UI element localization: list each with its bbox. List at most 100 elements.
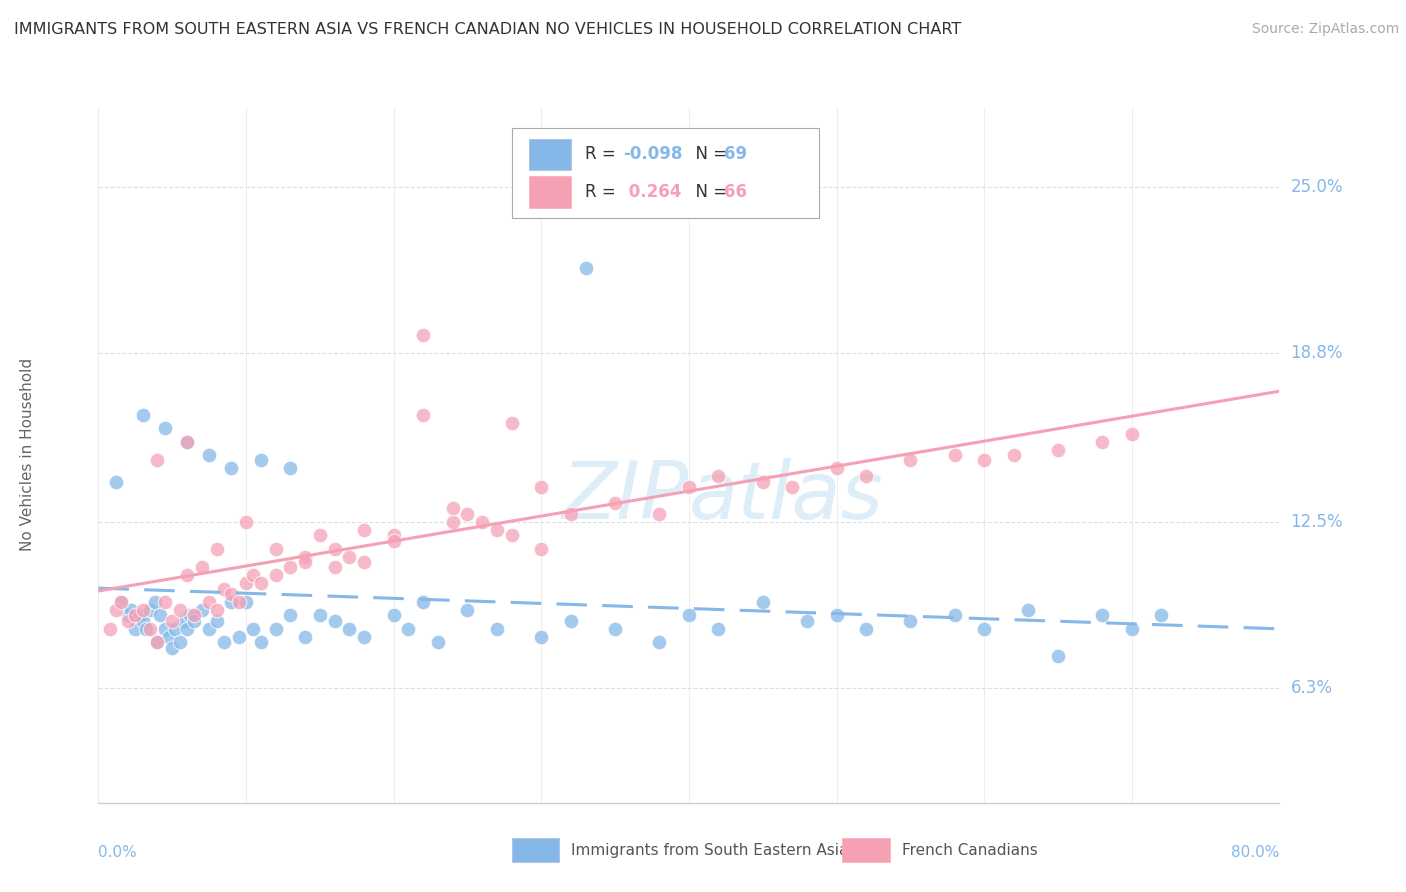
Point	[382, 528, 405, 542]
Point	[250, 453, 273, 467]
Point	[212, 582, 235, 596]
Text: IMMIGRANTS FROM SOUTH EASTERN ASIA VS FRENCH CANADIAN NO VEHICLES IN HOUSEHOLD C: IMMIGRANTS FROM SOUTH EASTERN ASIA VS FR…	[14, 22, 962, 37]
Point	[1150, 608, 1173, 623]
Point	[139, 622, 162, 636]
Point	[825, 608, 848, 623]
Point	[173, 614, 195, 628]
Point	[648, 635, 671, 649]
Point	[605, 622, 627, 636]
Point	[153, 421, 176, 435]
Point	[294, 549, 316, 564]
Point	[117, 614, 139, 628]
Point	[278, 608, 302, 623]
Point	[412, 408, 434, 422]
Point	[309, 528, 332, 542]
Point	[1121, 426, 1143, 441]
Point	[855, 622, 877, 636]
Point	[456, 603, 478, 617]
Point	[146, 635, 169, 649]
Point	[323, 541, 346, 556]
Point	[900, 453, 922, 467]
Point	[456, 507, 478, 521]
Text: 25.0%: 25.0%	[1291, 178, 1343, 196]
Point	[176, 622, 198, 636]
Point	[337, 549, 360, 564]
Point	[135, 622, 157, 636]
Point	[441, 515, 464, 529]
Point	[782, 480, 804, 494]
Point	[294, 555, 316, 569]
Point	[486, 523, 509, 537]
Point	[212, 635, 235, 649]
Point	[337, 622, 360, 636]
Point	[412, 327, 434, 342]
Point	[530, 541, 553, 556]
Point	[353, 630, 375, 644]
Text: R =: R =	[585, 183, 621, 201]
Point	[179, 608, 201, 623]
Text: N =: N =	[685, 183, 733, 201]
Point	[250, 635, 273, 649]
Point	[162, 640, 183, 655]
Text: No Vehicles in Household: No Vehicles in Household	[20, 359, 35, 551]
Point	[278, 560, 302, 574]
Point	[124, 608, 146, 623]
Point	[110, 595, 132, 609]
Point	[1046, 442, 1069, 457]
Point	[250, 576, 273, 591]
Text: 12.5%: 12.5%	[1291, 513, 1343, 531]
Point	[1121, 622, 1143, 636]
Point	[219, 587, 243, 601]
Point	[105, 475, 128, 489]
Point	[382, 608, 405, 623]
Point	[530, 480, 553, 494]
Point	[153, 595, 176, 609]
Text: 6.3%: 6.3%	[1291, 679, 1333, 697]
Point	[396, 622, 419, 636]
Point	[205, 541, 228, 556]
Point	[264, 541, 287, 556]
Point	[1046, 648, 1069, 663]
Point	[242, 568, 264, 582]
Text: 0.0%: 0.0%	[98, 845, 138, 860]
Point	[132, 408, 155, 422]
Point	[205, 603, 228, 617]
Point	[973, 453, 995, 467]
Point	[110, 595, 132, 609]
Point	[264, 622, 287, 636]
Text: French Canadians: French Canadians	[901, 843, 1038, 857]
Point	[235, 515, 257, 529]
Point	[309, 608, 332, 623]
Text: -0.098: -0.098	[623, 145, 682, 163]
Point	[228, 630, 250, 644]
Point	[183, 614, 205, 628]
Point	[973, 622, 995, 636]
Point	[124, 622, 146, 636]
FancyBboxPatch shape	[512, 128, 818, 219]
Point	[176, 434, 198, 449]
Point	[235, 595, 257, 609]
Point	[441, 501, 464, 516]
Point	[353, 523, 375, 537]
Point	[235, 576, 257, 591]
Point	[471, 515, 494, 529]
Point	[219, 461, 243, 475]
Point	[605, 496, 627, 510]
Point	[176, 568, 198, 582]
Text: N =: N =	[685, 145, 733, 163]
Point	[153, 622, 176, 636]
Point	[1091, 608, 1114, 623]
Point	[228, 595, 250, 609]
Point	[943, 448, 966, 462]
Point	[165, 622, 187, 636]
Point	[412, 595, 434, 609]
Text: 66: 66	[724, 183, 748, 201]
FancyBboxPatch shape	[530, 177, 571, 208]
Point	[648, 507, 671, 521]
Text: Source: ZipAtlas.com: Source: ZipAtlas.com	[1251, 22, 1399, 37]
Point	[120, 603, 142, 617]
Point	[323, 614, 346, 628]
Text: 69: 69	[724, 145, 748, 163]
Point	[560, 614, 582, 628]
Point	[323, 560, 346, 574]
